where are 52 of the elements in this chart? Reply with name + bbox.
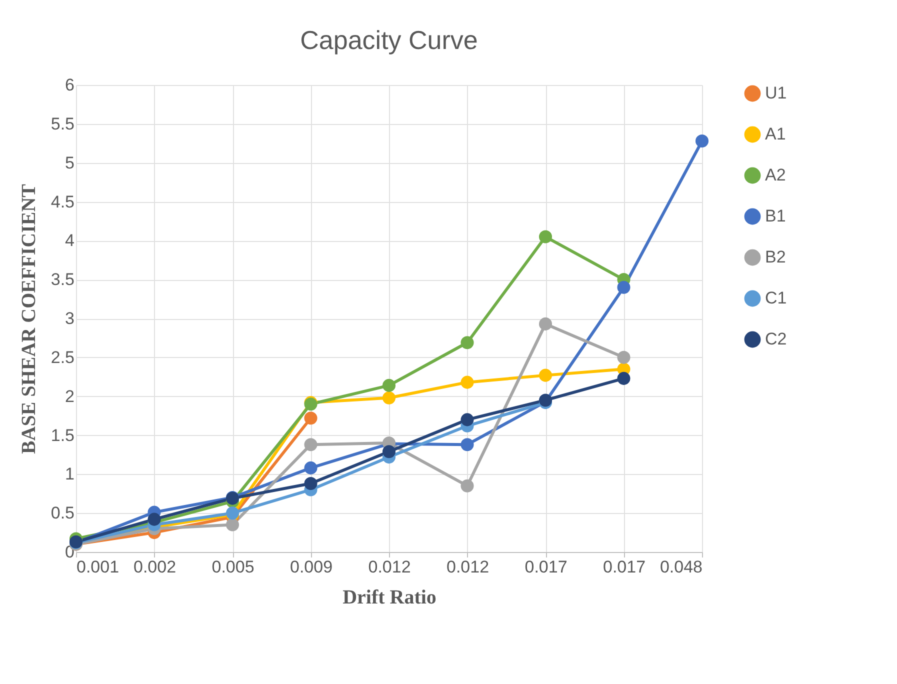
x-tick-label: 0.009 [290,558,333,576]
point [538,368,552,382]
x-tick-label: 0.017 [602,558,646,576]
legend-label: C1 [765,288,787,308]
y-tick-label: 1.5 [50,426,74,445]
point [304,438,318,452]
point [617,350,630,364]
y-tick-label: 4.5 [50,192,74,212]
x-tick-label: 0.002 [133,558,176,576]
y-tick-label: 3 [65,309,74,328]
y-tick-label: 3.5 [50,270,74,290]
point [617,280,630,294]
y-tick-label: 5 [65,153,74,172]
point [382,378,396,392]
point [382,445,396,458]
point [460,413,474,426]
y-tick-label: 1 [65,464,74,484]
y-tick-label: 2.5 [50,348,74,367]
legend-label: C2 [765,330,787,348]
point [617,372,630,385]
legend-label: A1 [765,124,786,144]
point [148,512,161,526]
legend-label: B2 [765,248,786,266]
point [460,376,474,389]
point [382,391,396,404]
point [460,438,474,452]
chart-title: Capacity Curve [300,25,478,55]
y-tick-label: 4 [65,231,74,250]
x-tick-label: 0.017 [524,558,568,576]
legend-label: U1 [765,84,787,102]
point [460,479,474,492]
y-tick-label: 0.5 [50,504,74,523]
point [538,230,552,244]
point [304,477,318,490]
y-tick-label: 2 [65,386,74,406]
point [304,461,318,474]
legend-label: B1 [765,206,786,226]
x-tick-label: 0.048 [660,558,702,576]
y-axis-title: BASE SHEAR COEFFICIENT [18,183,40,454]
point [538,317,552,330]
point [226,518,240,532]
legend-label: A2 [765,166,786,184]
point [304,412,318,425]
y-tick-label: 5.5 [50,114,74,134]
x-axis-title: Drift Ratio [342,586,436,608]
x-tick-label: 0.012 [446,558,490,576]
point [460,336,474,350]
point [695,134,709,148]
x-tick-label: 0.005 [212,558,254,576]
x-tick-label: 0.001 [76,558,120,576]
x-tick-label: 0.012 [368,558,411,576]
y-tick-label: 6 [65,76,74,94]
